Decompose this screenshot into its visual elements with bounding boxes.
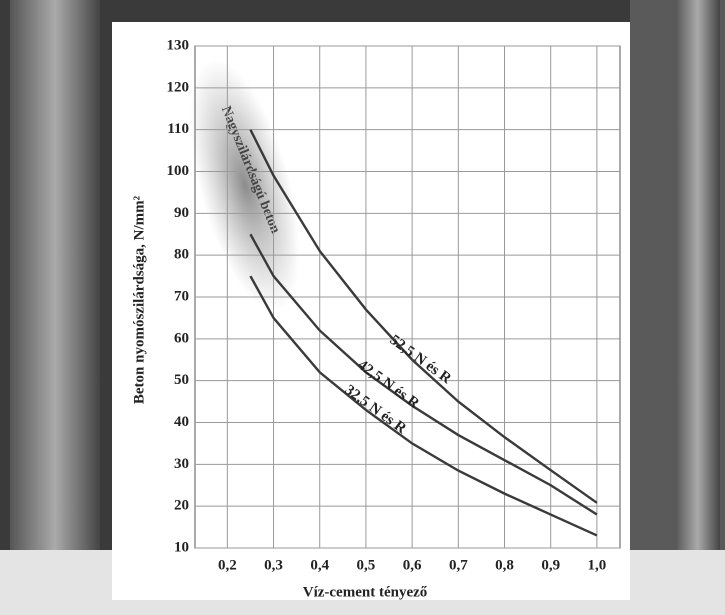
y-tick-label: 30: [174, 456, 189, 472]
y-tick-label: 50: [174, 372, 189, 388]
x-tick-label: 0,4: [310, 557, 329, 573]
y-tick-label: 60: [174, 330, 189, 346]
y-tick-label: 40: [174, 414, 189, 430]
chart: Nagyszilárdságú beton Víz-cement tényező…: [0, 0, 725, 615]
x-tick-label: 0,8: [495, 557, 514, 573]
y-tick-label: 70: [174, 288, 189, 304]
x-tick-label: 0,9: [541, 557, 560, 573]
y-tick-label: 130: [167, 37, 190, 53]
x-tick-label: 1,0: [588, 557, 607, 573]
y-tick-label: 10: [174, 539, 189, 555]
x-tick-label: 0,5: [357, 557, 376, 573]
y-tick-label: 100: [167, 163, 190, 179]
x-tick-label: 0,2: [218, 557, 237, 573]
y-tick-label: 80: [174, 247, 189, 263]
chart-panel: [112, 22, 630, 600]
x-tick-label: 0,7: [449, 557, 468, 573]
x-axis-label: Víz-cement tényező: [303, 584, 428, 600]
y-tick-label: 120: [167, 79, 190, 95]
x-tick-label: 0,3: [264, 557, 283, 573]
y-tick-label: 90: [174, 205, 189, 221]
y-axis-label: Beton nyomószilárdsága, N/mm²: [131, 195, 147, 404]
y-tick-label: 20: [174, 498, 189, 514]
y-tick-label: 110: [167, 121, 189, 137]
x-tick-label: 0,6: [403, 557, 422, 573]
